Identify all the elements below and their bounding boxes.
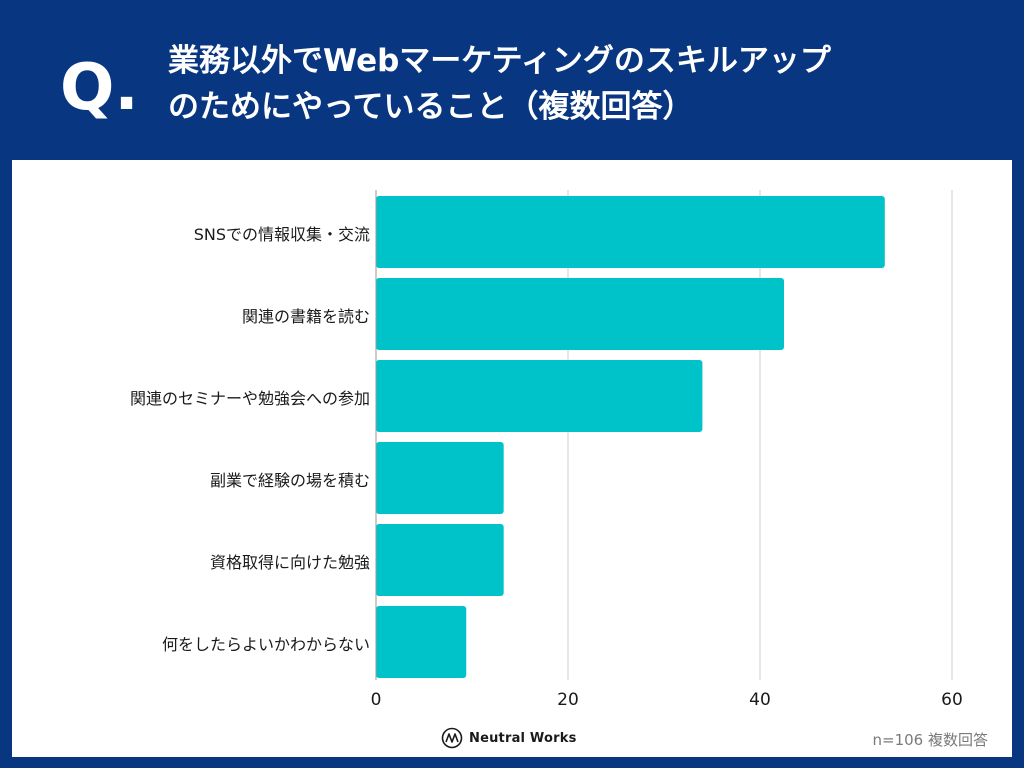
x-tick-label-20: 20	[557, 690, 579, 710]
category-label-4: 副業で経験の場を積む	[209, 471, 370, 490]
category-label-3: 関連のセミナーや勉強会への参加	[129, 389, 370, 408]
x-tick-label-0: 0	[370, 690, 382, 710]
bar-6	[376, 606, 467, 678]
bar-3	[376, 360, 703, 432]
header-band: Q. 業務以外でWebマーケティングのスキルアップ のためにやっていること（複数…	[0, 0, 1024, 160]
question-mark-label: Q.	[60, 51, 139, 125]
category-label-2: 関連の書籍を読む	[241, 307, 370, 326]
bar-5	[376, 524, 504, 596]
category-label-6: 何をしたらよいかわからない	[161, 635, 370, 654]
sample-note: n=106 複数回答	[872, 731, 988, 749]
chart-title: 業務以外でWebマーケティングのスキルアップ のためにやっていること（複数回答）	[168, 38, 988, 130]
chart-title-line-2: のためにやっていること（複数回答）	[168, 89, 694, 125]
category-label-5: 資格取得に向けた勉強	[209, 553, 370, 572]
x-tick-label-40: 40	[749, 690, 771, 710]
neutral-works-logo-icon	[441, 727, 463, 749]
category-label-1: SNSでの情報収集・交流	[193, 225, 370, 244]
bar-1	[376, 196, 885, 268]
x-tick-label-60: 60	[941, 690, 963, 710]
logo-text: Neutral Works	[469, 730, 577, 746]
bar-2	[376, 278, 784, 350]
bar-4	[376, 442, 504, 514]
brand-logo: Neutral Works	[441, 726, 577, 750]
chart-title-line-1: 業務以外でWebマーケティングのスキルアップ	[168, 43, 831, 79]
